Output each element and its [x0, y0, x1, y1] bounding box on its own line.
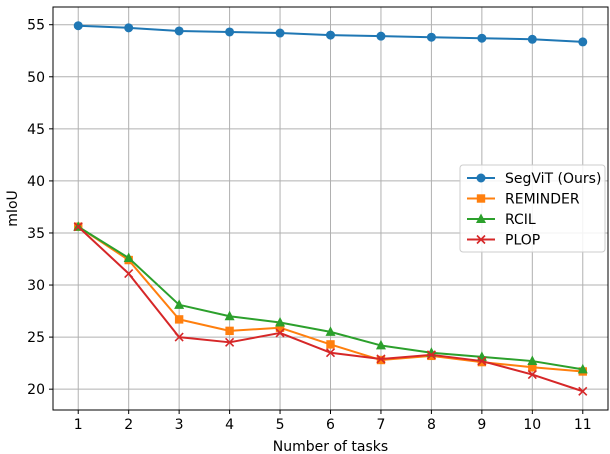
data-point: [123, 252, 134, 262]
x-tick-label: 1: [74, 417, 83, 433]
data-point: [174, 299, 185, 309]
y-tick-label: 55: [27, 18, 45, 34]
legend-label: RCIL: [505, 212, 536, 228]
data-point: [275, 317, 286, 327]
y-tick-label: 20: [27, 382, 45, 398]
legend-label: PLOP: [505, 233, 540, 249]
data-point: [477, 356, 487, 366]
legend-marker: [476, 173, 486, 183]
x-tick-label: 10: [523, 417, 541, 433]
data-point: [73, 21, 83, 31]
data-point: [225, 27, 235, 37]
data-point: [426, 350, 436, 360]
legend-box: [459, 164, 606, 253]
series-layer: [73, 21, 588, 396]
data-point: [224, 310, 235, 321]
data-point: [477, 33, 487, 43]
legend-item: REMINDER: [467, 192, 580, 208]
data-point: [124, 269, 134, 279]
data-point: [174, 315, 184, 324]
data-point: [376, 31, 386, 41]
y-axis-ticks: 20 25 30 35 40 45 50 55: [27, 18, 53, 398]
x-tick-label: 4: [225, 417, 234, 433]
data-point: [275, 28, 285, 38]
data-point: [225, 337, 235, 347]
series-3: [73, 222, 588, 396]
legend: SegViT (Ours) REMINDER RCIL PLOP: [459, 164, 606, 253]
x-tick-label: 8: [427, 417, 436, 433]
data-point: [577, 363, 588, 374]
legend-item: RCIL: [467, 212, 536, 228]
data-point: [275, 323, 285, 332]
data-point: [578, 37, 588, 47]
legend-item: PLOP: [467, 233, 540, 249]
legend-marker: [476, 213, 486, 223]
y-tick-label: 45: [27, 122, 45, 138]
y-tick-label: 40: [27, 174, 45, 190]
data-point: [174, 26, 184, 36]
y-axis-label: mIoU: [5, 190, 21, 227]
legend-item: SegViT (Ours): [467, 171, 601, 187]
data-point: [326, 340, 335, 349]
y-tick-label: 30: [27, 278, 45, 294]
series-0: [73, 21, 588, 47]
data-point: [426, 32, 436, 42]
data-point: [73, 222, 83, 232]
legend-marker: [476, 234, 486, 245]
x-tick-label: 2: [124, 417, 133, 433]
legend-label: REMINDER: [505, 192, 580, 208]
data-point: [527, 34, 537, 44]
data-point: [578, 386, 588, 396]
data-point: [325, 348, 336, 358]
x-tick-label: 5: [276, 417, 285, 433]
legend-label: SegViT (Ours): [505, 171, 601, 187]
x-tick-label: 6: [326, 417, 335, 433]
grid-lines: [53, 7, 608, 410]
legend-marker: [476, 194, 486, 203]
data-point: [275, 328, 285, 338]
data-point: [527, 355, 538, 366]
x-tick-label: 7: [376, 417, 385, 433]
data-point: [325, 326, 336, 336]
x-axis-label: Number of tasks: [273, 439, 388, 454]
y-tick-label: 50: [27, 70, 45, 86]
data-point: [376, 354, 386, 364]
x-tick-label: 11: [574, 417, 592, 433]
x-axis-ticks: 1 2 3 4 5 6 7 8 9 10 11: [74, 410, 592, 433]
y-tick-label: 35: [27, 226, 45, 242]
y-tick-label: 25: [27, 330, 45, 346]
data-point: [527, 370, 537, 380]
data-point: [174, 332, 184, 342]
data-point: [528, 363, 537, 372]
data-point: [375, 339, 386, 350]
data-point: [124, 23, 134, 33]
data-point: [326, 30, 335, 40]
x-tick-label: 3: [175, 417, 184, 433]
x-tick-label: 9: [477, 417, 486, 433]
data-point: [225, 326, 234, 336]
